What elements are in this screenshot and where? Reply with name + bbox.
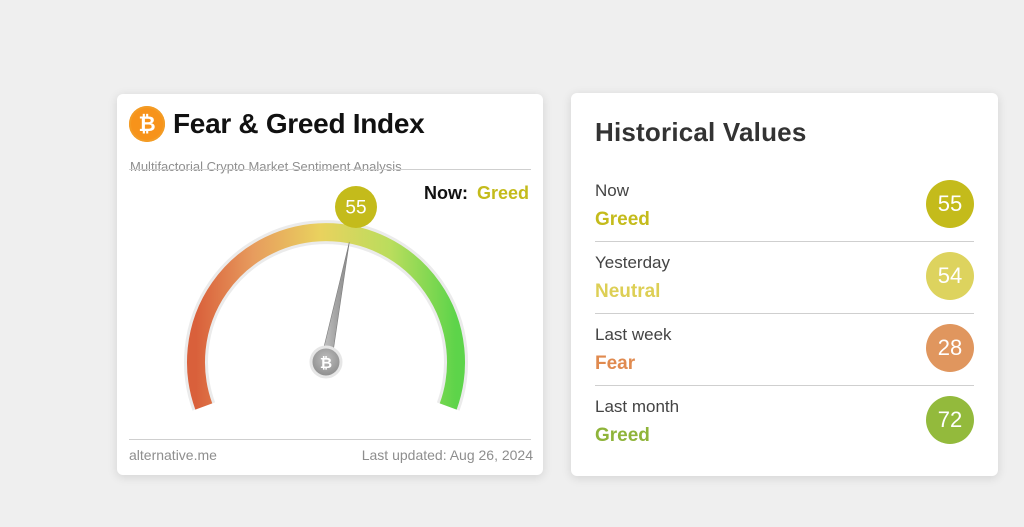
history-sentiment: Fear (595, 353, 636, 374)
history-period: Now (595, 181, 630, 200)
now-label: Now: (423, 183, 468, 203)
history-row-now: Now Greed 55 (595, 169, 974, 242)
history-sentiment: Neutral (595, 281, 661, 302)
card-subtitle: Multifactorial Crypto Market Sentiment A… (130, 159, 402, 174)
history-period: Last month (595, 397, 680, 416)
gauge-value-badge (335, 186, 377, 228)
card-title: Historical Values (595, 117, 807, 147)
history-value-badge: 72 (926, 396, 974, 444)
header-divider (129, 169, 531, 170)
history-row-last-month: Last month Greed 72 (595, 385, 974, 457)
history-period: Yesterday (595, 253, 670, 272)
history-sentiment: Greed (595, 425, 650, 446)
bitcoin-hub-icon: ₿ (320, 354, 332, 372)
history-sentiment: Greed (595, 209, 650, 230)
gauge-arc (187, 223, 465, 410)
bitcoin-logo-icon: ₿ (129, 106, 165, 142)
last-updated: Last updated: Aug 26, 2024 (361, 447, 533, 463)
historical-values-card: Historical Values Now Greed 55 Yesterday… (571, 93, 998, 476)
history-row-yesterday: Yesterday Neutral 54 (595, 241, 974, 314)
gauge-needle (320, 242, 350, 364)
history-value-badge: 55 (926, 180, 974, 228)
gauge: ₿ 55 (184, 186, 468, 411)
now-indicator: Now: Greed (424, 183, 529, 204)
source-link[interactable]: alternative.me (129, 447, 217, 463)
gauge-hub (309, 345, 343, 379)
now-value: Greed (476, 183, 529, 203)
gauge-value: 55 (345, 198, 366, 219)
history-value-badge: 28 (926, 324, 974, 372)
card-title: Fear & Greed Index (173, 108, 425, 139)
history-value-badge: 54 (926, 252, 974, 300)
fear-greed-card: ₿ Fear & Greed Index Multifactorial Cryp… (117, 94, 543, 475)
footer-divider (129, 439, 531, 440)
history-row-last-week: Last week Fear 28 (595, 313, 974, 386)
history-period: Last week (595, 325, 672, 344)
